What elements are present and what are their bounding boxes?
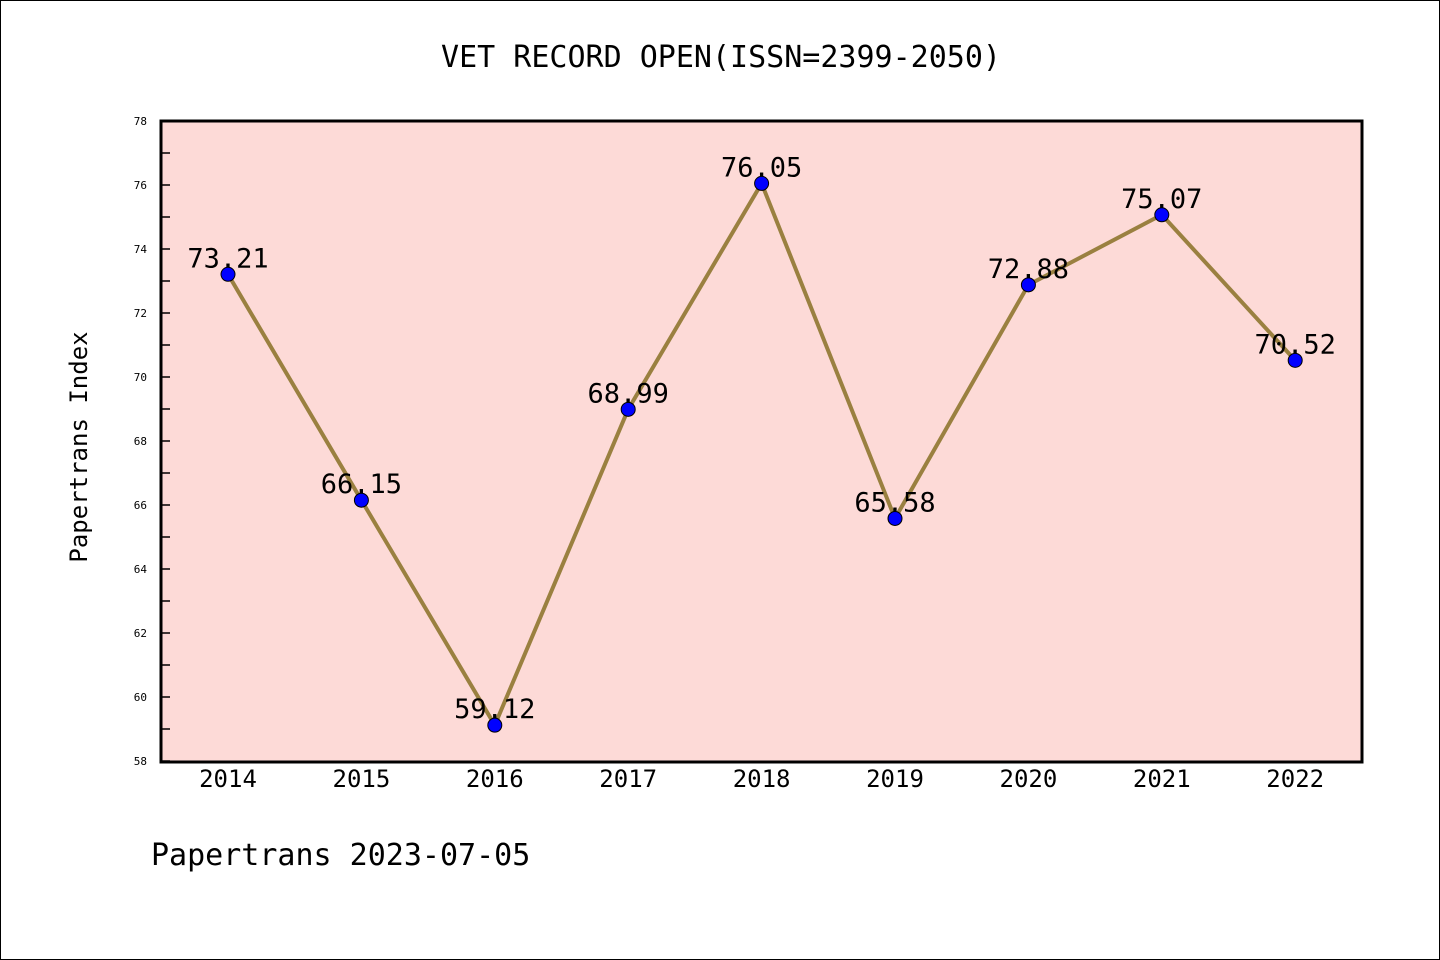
y-tick-label: 64 <box>134 563 148 576</box>
data-label: 70.52 <box>1255 329 1336 360</box>
y-tick-label: 62 <box>134 627 147 640</box>
x-tick-label: 2022 <box>1266 765 1324 793</box>
data-point <box>1154 207 1170 223</box>
data-point <box>754 175 770 191</box>
footer-text: Papertrans 2023-07-05 <box>151 838 530 873</box>
data-point <box>353 492 369 508</box>
data-label: 66.15 <box>321 469 402 500</box>
x-tick-label: 2016 <box>466 765 524 793</box>
x-tick-label: 2018 <box>733 765 791 793</box>
data-point <box>487 717 503 733</box>
y-tick-label: 70 <box>134 371 147 384</box>
data-point <box>1020 277 1036 293</box>
data-label: 68.99 <box>588 378 669 409</box>
y-tick-label: 78 <box>134 115 147 128</box>
x-tick-label: 2017 <box>599 765 657 793</box>
y-tick-label: 60 <box>134 691 147 704</box>
y-tick-label: 76 <box>134 179 147 192</box>
data-label: 59.12 <box>454 694 535 725</box>
data-point <box>1287 352 1303 368</box>
x-tick-label: 2019 <box>866 765 924 793</box>
chart-title: VET RECORD OPEN(ISSN=2399-2050) <box>441 40 1001 75</box>
data-label: 76.05 <box>721 152 802 183</box>
data-label: 75.07 <box>1121 184 1202 215</box>
x-tick-label: 2021 <box>1133 765 1191 793</box>
y-tick-label: 74 <box>134 243 148 256</box>
data-point <box>887 510 903 526</box>
y-tick-label: 66 <box>134 499 147 512</box>
x-tick-label: 2014 <box>199 765 257 793</box>
y-axis-label: Papertrans Index <box>65 331 93 562</box>
y-tick-label: 58 <box>134 755 147 768</box>
y-tick-label: 68 <box>134 435 147 448</box>
plot-area <box>161 121 1362 762</box>
data-point <box>220 266 236 282</box>
data-label: 65.58 <box>854 487 935 518</box>
x-tick-label: 2020 <box>1000 765 1058 793</box>
data-point <box>620 401 636 417</box>
data-label: 72.88 <box>988 254 1069 285</box>
plot-frame <box>159 119 1364 764</box>
x-tick-label: 2015 <box>333 765 391 793</box>
data-label: 73.21 <box>187 243 268 274</box>
y-tick-label: 72 <box>134 307 147 320</box>
